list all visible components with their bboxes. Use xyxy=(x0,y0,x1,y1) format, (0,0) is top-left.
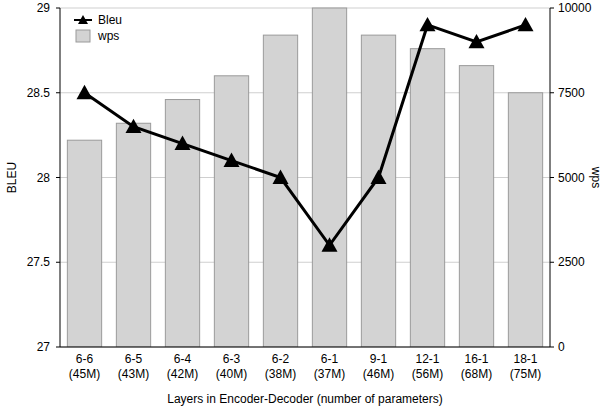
tick-label: 28 xyxy=(37,171,51,185)
category-label: 6-2(38M) xyxy=(265,352,296,381)
tick xyxy=(56,262,60,263)
category-label: 12-1(56M) xyxy=(412,352,443,381)
tick xyxy=(550,347,554,348)
tick xyxy=(56,8,60,9)
tick xyxy=(550,8,554,9)
category-label: 6-6(45M) xyxy=(69,352,100,381)
tick xyxy=(56,92,60,93)
tick-label: 0 xyxy=(558,340,565,354)
marker xyxy=(224,153,240,167)
tick-label: 10000 xyxy=(558,1,592,15)
category-label: 16-1(68M) xyxy=(461,352,492,381)
tick xyxy=(56,177,60,178)
tick-label: 28.5 xyxy=(27,86,51,100)
bar xyxy=(67,140,101,347)
marker xyxy=(77,85,93,99)
marker xyxy=(126,119,142,133)
tick xyxy=(550,262,554,263)
legend-label: wps xyxy=(97,29,119,43)
tick xyxy=(56,347,60,348)
tick xyxy=(550,92,554,93)
line xyxy=(85,25,526,245)
grid-line xyxy=(60,8,550,9)
bar xyxy=(214,76,248,347)
legend-swatch xyxy=(76,30,90,42)
tick-label: 5000 xyxy=(558,171,585,185)
x-axis xyxy=(60,347,550,348)
x-axis-label: Layers in Encoder-Decoder (number of par… xyxy=(167,392,442,406)
grid-line xyxy=(60,347,550,348)
marker xyxy=(322,237,338,251)
marker xyxy=(469,34,485,48)
category-label: 6-5(43M) xyxy=(118,352,149,381)
bar xyxy=(263,35,297,347)
bar xyxy=(508,93,542,347)
tick-label: 7500 xyxy=(558,86,585,100)
category-label: 18-1(75M) xyxy=(510,352,541,381)
legend-swatch xyxy=(78,15,88,24)
bar xyxy=(116,123,150,347)
bar xyxy=(410,49,444,347)
bar xyxy=(459,66,493,347)
tick-label: 27.5 xyxy=(27,255,51,269)
bar xyxy=(361,35,395,347)
chart: 27 27.5 28 28.5 29 0 2500 5000 7500 10000 6-6(45M)… xyxy=(0,0,600,408)
bar xyxy=(165,100,199,347)
tick-label: 27 xyxy=(37,340,51,354)
bar xyxy=(312,8,346,347)
marker xyxy=(518,17,534,31)
legend-label: Bleu xyxy=(98,13,122,27)
marker xyxy=(175,136,191,150)
legend: Bleu wps xyxy=(74,13,122,43)
plot-area xyxy=(67,8,542,347)
marker xyxy=(420,17,436,31)
y2-axis-label: wps xyxy=(589,166,600,188)
marker xyxy=(371,170,387,184)
category-label: 6-3(40M) xyxy=(216,352,247,381)
category-label: 9-1(46M) xyxy=(363,352,394,381)
tick-label: 29 xyxy=(37,1,51,15)
tick-label: 2500 xyxy=(558,255,585,269)
marker xyxy=(273,170,289,184)
tick xyxy=(550,177,554,178)
category-label: 6-1(37M) xyxy=(314,352,345,381)
y-axis-label: BLEU xyxy=(5,162,19,193)
category-label: 6-4(42M) xyxy=(167,352,198,381)
